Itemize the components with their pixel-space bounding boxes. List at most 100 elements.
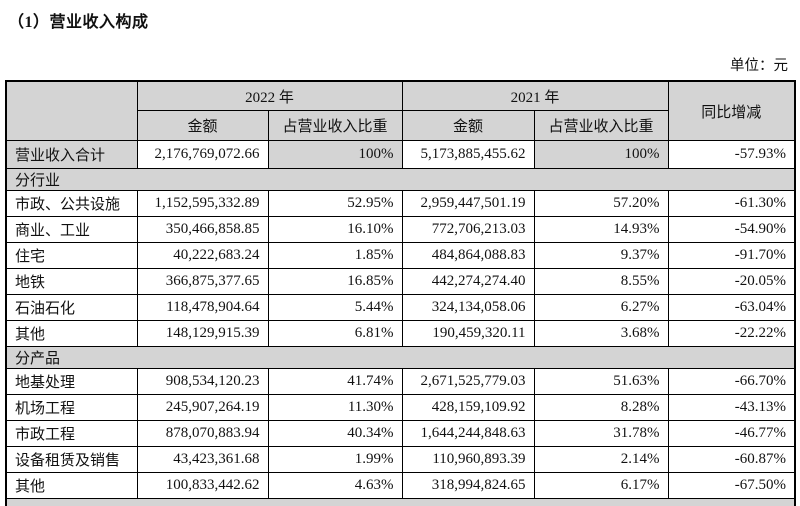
- ratio-2022-cell: 5.44%: [267, 294, 403, 321]
- table-row: 住宅 40,222,683.24 1.85% 484,864,088.83 9.…: [5, 242, 796, 269]
- ratio-2021-cell: 6.27%: [533, 294, 669, 321]
- amount-2022-cell: 366,875,377.65: [136, 268, 269, 295]
- header-amount-2021: 金额: [401, 110, 535, 141]
- header-amount-2022: 金额: [136, 110, 269, 141]
- ratio-2022-cell: 16.10%: [267, 216, 403, 243]
- amount-2022-cell: 878,070,883.94: [136, 420, 269, 447]
- ratio-2021-cell: 57.20%: [533, 190, 669, 217]
- row-label: 设备租赁及销售: [5, 446, 138, 473]
- ratio-2022-cell: 1.85%: [267, 242, 403, 269]
- header-ratio-2021: 占营业收入比重: [533, 110, 669, 141]
- ratio-2022-cell: 11.30%: [267, 394, 403, 421]
- amount-2021-cell: 442,274,274.40: [401, 268, 535, 295]
- amount-2021-cell: 324,134,058.06: [401, 294, 535, 321]
- amount-2022-cell: 908,534,120.23: [136, 368, 269, 395]
- ratio-2022-cell: 4.63%: [267, 472, 403, 499]
- yoy-cell: -20.05%: [667, 268, 796, 295]
- row-label: 营业收入合计: [5, 140, 138, 169]
- row-label: 市政工程: [5, 420, 138, 447]
- ratio-2021-cell: 51.63%: [533, 368, 669, 395]
- table-row: 商业、工业 350,466,858.85 16.10% 772,706,213.…: [5, 216, 796, 243]
- yoy-cell: -61.30%: [667, 190, 796, 217]
- ratio-2021-cell: 8.55%: [533, 268, 669, 295]
- row-label: 商业、工业: [5, 216, 138, 243]
- ratio-2022-cell: 52.95%: [267, 190, 403, 217]
- amount-2022-cell: 350,466,858.85: [136, 216, 269, 243]
- yoy-cell: -43.13%: [667, 394, 796, 421]
- row-label: 其他: [5, 472, 138, 499]
- yoy-cell: -60.87%: [667, 446, 796, 473]
- table-row: 市政、公共设施 1,152,595,332.89 52.95% 2,959,44…: [5, 190, 796, 217]
- table-row: 地铁 366,875,377.65 16.85% 442,274,274.40 …: [5, 268, 796, 295]
- table-row: 地基处理 908,534,120.23 41.74% 2,671,525,779…: [5, 368, 796, 395]
- amount-2022-cell: 1,152,595,332.89: [136, 190, 269, 217]
- partial-section-row: [5, 498, 796, 506]
- amount-2021-cell: 484,864,088.83: [401, 242, 535, 269]
- row-label: 其他: [5, 320, 138, 347]
- ratio-2021-cell: 9.37%: [533, 242, 669, 269]
- header-row-subcolumns: 金额 占营业收入比重 金额 占营业收入比重: [6, 110, 795, 141]
- row-label: 石油石化: [5, 294, 138, 321]
- ratio-2021-cell: 6.17%: [533, 472, 669, 499]
- amount-2022-cell: 40,222,683.24: [136, 242, 269, 269]
- section-label: 分行业: [5, 168, 796, 191]
- table-row: 市政工程 878,070,883.94 40.34% 1,644,244,848…: [5, 420, 796, 447]
- row-label: 地基处理: [5, 368, 138, 395]
- ratio-2021-cell: 3.68%: [533, 320, 669, 347]
- ratio-2022-cell: 40.34%: [267, 420, 403, 447]
- yoy-cell: -66.70%: [667, 368, 796, 395]
- ratio-2021-cell: 2.14%: [533, 446, 669, 473]
- section-label: 分产品: [5, 346, 796, 369]
- header-year-2022: 2022 年: [136, 80, 403, 111]
- ratio-2022-cell: 41.74%: [267, 368, 403, 395]
- yoy-cell: -54.90%: [667, 216, 796, 243]
- amount-2022-cell: 43,423,361.68: [136, 446, 269, 473]
- ratio-2022-cell: 6.81%: [267, 320, 403, 347]
- table-row: 石油石化 118,478,904.64 5.44% 324,134,058.06…: [5, 294, 796, 321]
- ratio-2021-cell: 31.78%: [533, 420, 669, 447]
- revenue-composition-table: 2022 年 2021 年 同比增减 金额 占营业收入比重 金额 占营业收入比重…: [5, 80, 797, 506]
- table-row: 设备租赁及销售 43,423,361.68 1.99% 110,960,893.…: [5, 446, 796, 473]
- header-year-2021: 2021 年: [401, 80, 669, 111]
- table-row: 机场工程 245,907,264.19 11.30% 428,159,109.9…: [5, 394, 796, 421]
- amount-2021-cell: 2,959,447,501.19: [401, 190, 535, 217]
- partial-section-cell: [5, 498, 796, 506]
- amount-2021-cell: 1,644,244,848.63: [401, 420, 535, 447]
- table-row: 其他 100,833,442.62 4.63% 318,994,824.65 6…: [5, 472, 796, 499]
- amount-2021-cell: 5,173,885,455.62: [401, 140, 535, 169]
- amount-2021-cell: 110,960,893.39: [401, 446, 535, 473]
- unit-label: 单位：元: [730, 58, 788, 74]
- row-label: 机场工程: [5, 394, 138, 421]
- ratio-2022-cell: 1.99%: [267, 446, 403, 473]
- header-corner-cell: [5, 80, 138, 141]
- amount-2021-cell: 428,159,109.92: [401, 394, 535, 421]
- ratio-2021-cell: 100%: [533, 140, 669, 169]
- amount-2021-cell: 772,706,213.03: [401, 216, 535, 243]
- header-ratio-2022: 占营业收入比重: [267, 110, 403, 141]
- yoy-cell: -22.22%: [667, 320, 796, 347]
- page-title: （1）营业收入构成: [8, 14, 149, 31]
- section-row-product: 分产品: [5, 346, 796, 369]
- section-row-industry: 分行业: [5, 168, 796, 191]
- row-label: 市政、公共设施: [5, 190, 138, 217]
- amount-2022-cell: 2,176,769,072.66: [136, 140, 269, 169]
- ratio-2022-cell: 16.85%: [267, 268, 403, 295]
- row-label: 住宅: [5, 242, 138, 269]
- ratio-2022-cell: 100%: [267, 140, 403, 169]
- amount-2022-cell: 100,833,442.62: [136, 472, 269, 499]
- amount-2022-cell: 148,129,915.39: [136, 320, 269, 347]
- ratio-2021-cell: 14.93%: [533, 216, 669, 243]
- amount-2022-cell: 118,478,904.64: [136, 294, 269, 321]
- row-label: 地铁: [5, 268, 138, 295]
- header-row-years: 2022 年 2021 年 同比增减: [5, 80, 796, 141]
- yoy-cell: -63.04%: [667, 294, 796, 321]
- yoy-cell: -46.77%: [667, 420, 796, 447]
- amount-2021-cell: 190,459,320.11: [401, 320, 535, 347]
- header-yoy: 同比增减: [667, 80, 796, 141]
- yoy-cell: -57.93%: [667, 140, 796, 169]
- amount-2021-cell: 318,994,824.65: [401, 472, 535, 499]
- yoy-cell: -91.70%: [667, 242, 796, 269]
- ratio-2021-cell: 8.28%: [533, 394, 669, 421]
- amount-2021-cell: 2,671,525,779.03: [401, 368, 535, 395]
- amount-2022-cell: 245,907,264.19: [136, 394, 269, 421]
